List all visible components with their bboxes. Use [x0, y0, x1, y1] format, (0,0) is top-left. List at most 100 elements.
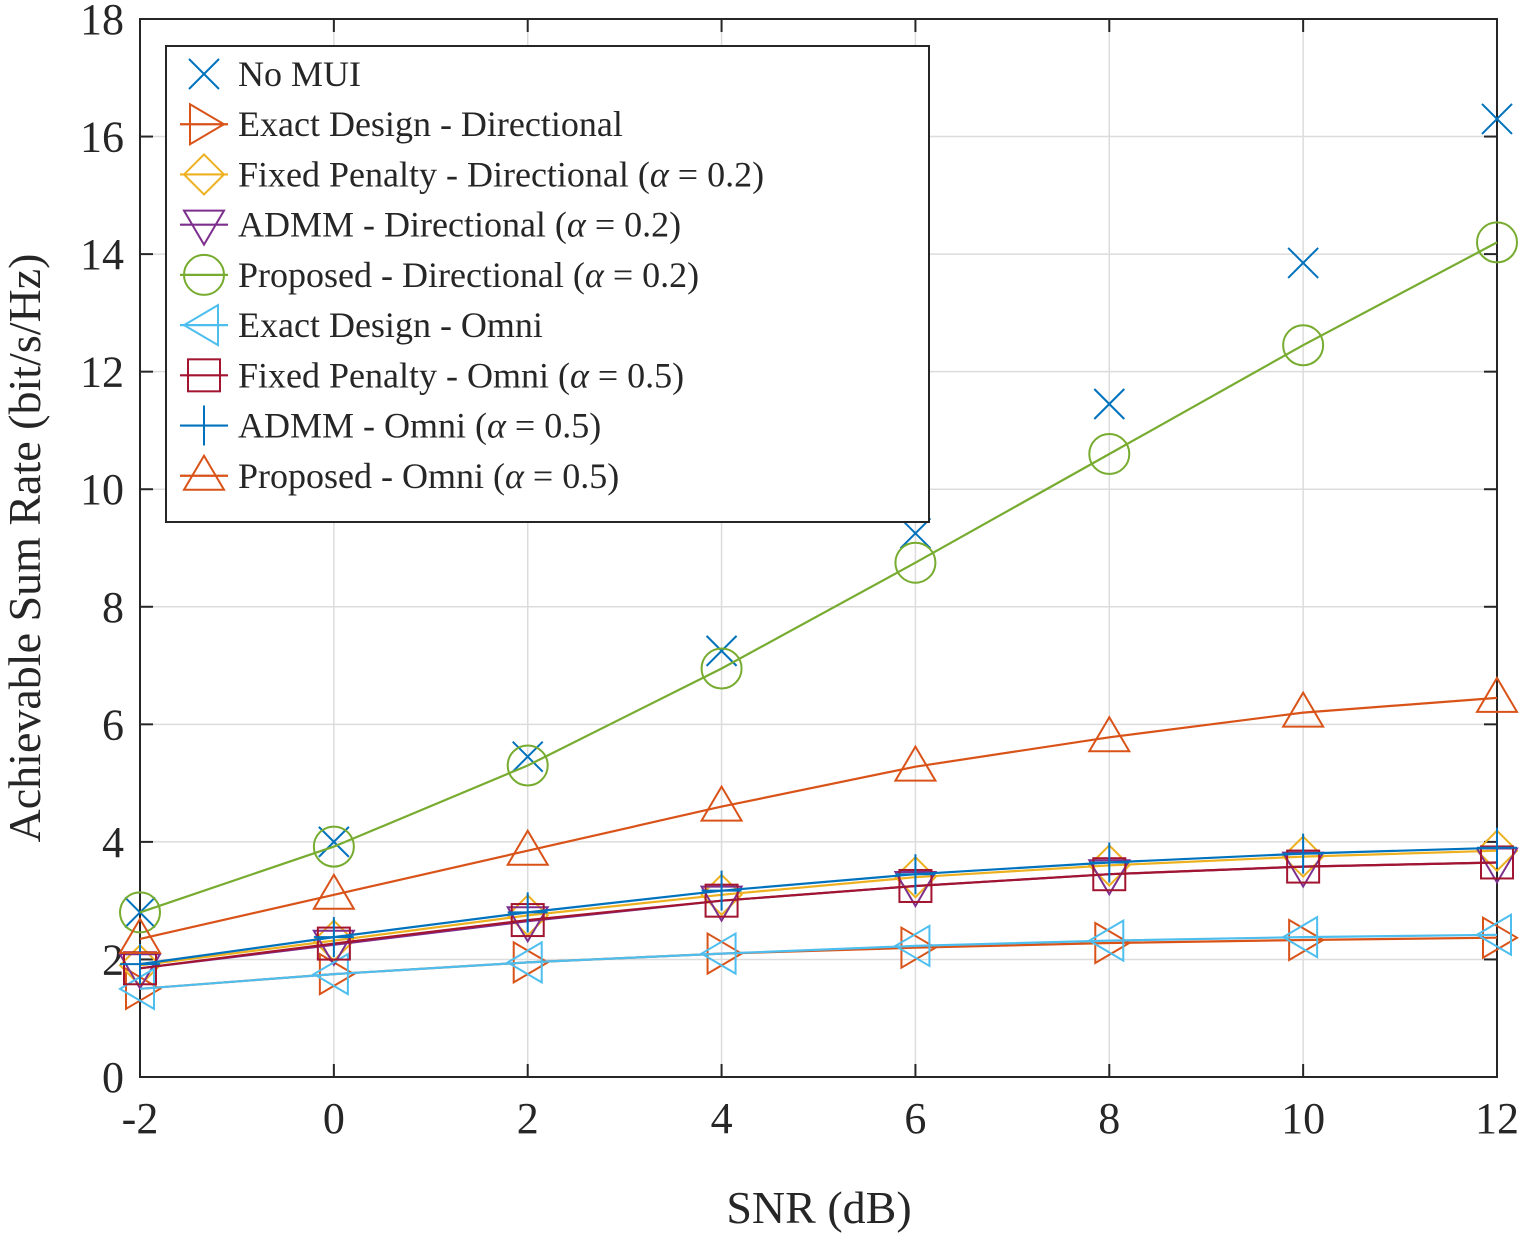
legend-label-part: Exact Design - Omni [238, 305, 543, 345]
legend-label-part: ADMM - Directional ( [238, 205, 567, 245]
series-line [139, 933, 1498, 990]
y-tick-label: 14 [80, 230, 124, 279]
series-line [139, 696, 1498, 940]
legend-label: No MUI [238, 54, 361, 94]
data-point [1281, 915, 1319, 959]
series-6 [118, 913, 1512, 1011]
plot-frame [139, 18, 1498, 1078]
legend-label-part: Fixed Penalty - Directional ( [238, 154, 650, 194]
series-line [139, 846, 1498, 966]
data-point [512, 740, 544, 773]
legend-marker [184, 405, 224, 446]
data-point [311, 952, 349, 996]
x-tick-label: 8 [1098, 1094, 1120, 1143]
x-tick-label: 0 [323, 1094, 345, 1143]
data-point [899, 517, 932, 550]
x-tick-label: 4 [711, 1094, 733, 1143]
legend-label-part: = 0.2) [669, 154, 764, 194]
x-tick-label: 2 [517, 1094, 539, 1143]
y-tick-label: 0 [102, 1053, 124, 1102]
data-point [1481, 103, 1513, 135]
x-tick-label: 6 [904, 1094, 926, 1143]
data-point [312, 919, 356, 963]
y-tick-label: 12 [80, 348, 124, 397]
data-point [705, 635, 738, 667]
legend-label: Fixed Penalty - Omni (α = 0.5) [238, 355, 684, 395]
legend-marker [183, 253, 225, 296]
series-line [139, 241, 1498, 914]
series-1 [124, 103, 1513, 929]
data-point [1281, 690, 1325, 728]
y-tick-label: 8 [102, 583, 124, 632]
legend-label: ADMM - Omni (α = 0.5) [238, 406, 601, 446]
data-point [893, 744, 938, 782]
data-point [701, 870, 742, 911]
legend-label-part: α [487, 406, 507, 446]
legend-item: ADMM - Omni (α = 0.5) [180, 406, 601, 446]
data-point [700, 873, 743, 917]
y-tick-label: 10 [80, 465, 124, 514]
legend-label: Exact Design - Directional [238, 104, 623, 144]
legend-item: Proposed - Omni (α = 0.5) [180, 453, 619, 496]
legend-marker [187, 358, 221, 393]
data-point [895, 854, 936, 895]
legend-label-part: α [505, 456, 525, 496]
data-point [699, 931, 737, 976]
data-point [893, 924, 931, 968]
legend-label: Fixed Penalty - Directional (α = 0.2) [238, 154, 764, 194]
data-point [1475, 913, 1512, 957]
legend-marker [182, 153, 226, 196]
legend-marker [182, 453, 226, 491]
data-point [125, 967, 162, 1011]
y-tick-label: 18 [80, 0, 124, 44]
legend-label-part: = 0.2) [604, 255, 699, 295]
legend-label-part: α [570, 355, 590, 395]
series-line [139, 861, 1498, 970]
legend-item: Fixed Penalty - Omni (α = 0.5) [180, 355, 684, 395]
x-tick-label: -2 [122, 1094, 159, 1143]
legend-label-part: ADMM - Omni ( [238, 406, 487, 446]
data-point [318, 826, 350, 858]
data-point [312, 872, 356, 910]
legend-item: ADMM - Directional (α = 0.2) [180, 205, 681, 247]
y-tick-label: 6 [102, 700, 124, 749]
data-point [506, 744, 549, 787]
series-line [139, 861, 1498, 970]
legend-label-part: = 0.5) [524, 456, 619, 496]
legend-label: Proposed - Directional (α = 0.2) [238, 255, 699, 295]
y-axis-label: Achievable Sum Rate (bit/s/Hz) [0, 254, 50, 843]
data-point [1476, 221, 1518, 264]
data-point [1282, 324, 1325, 367]
data-point [1088, 432, 1131, 475]
y-tick-label: 16 [80, 113, 124, 162]
data-point [1094, 921, 1132, 965]
data-point [1093, 388, 1125, 420]
data-point [1477, 827, 1517, 868]
data-point [1087, 715, 1132, 753]
legend-label: ADMM - Directional (α = 0.2) [238, 205, 681, 245]
legend-label-part: α [567, 205, 587, 245]
data-point [118, 967, 155, 1011]
x-tick-label: 12 [1475, 1094, 1519, 1143]
legend-item: Exact Design - Omni [180, 303, 543, 347]
legend-label-part: Proposed - Directional ( [238, 255, 585, 295]
data-point [120, 944, 160, 985]
data-point [118, 943, 162, 987]
legend-label-part: α [585, 255, 605, 295]
series-8 [120, 827, 1517, 985]
legend-label-part: No MUI [238, 54, 361, 94]
legend-label-part: = 0.5) [506, 406, 601, 446]
legend: No MUI Exact Design - Directional Fixed Pe… [165, 45, 930, 523]
data-point [1283, 833, 1324, 874]
data-point [699, 784, 744, 822]
legend-marker [182, 303, 219, 347]
data-point [118, 916, 162, 954]
legend-label-part: = 0.5) [589, 355, 684, 395]
data-point [1475, 675, 1519, 713]
legend-label-part: Proposed - Omni ( [238, 456, 505, 496]
legend-label-part: Fixed Penalty - Omni ( [238, 355, 570, 395]
legend-label-part: α [650, 154, 670, 194]
legend-marker [189, 102, 226, 146]
series-line [139, 849, 1498, 967]
